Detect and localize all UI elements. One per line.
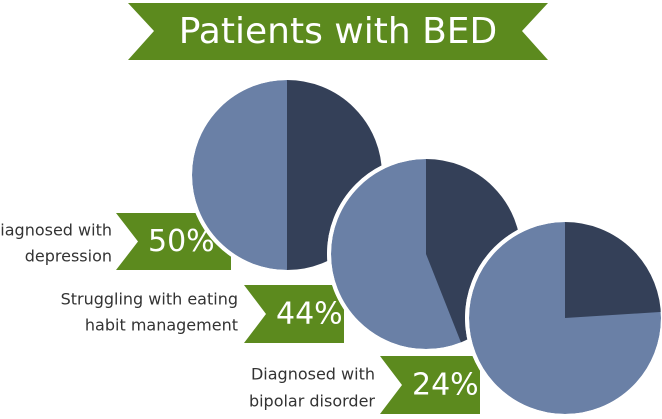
pie-label: bipolar disorder (249, 392, 375, 411)
pie-slice (565, 220, 662, 318)
pie-outline (465, 218, 662, 418)
title-banner (128, 3, 548, 60)
pie-label: habit management (85, 316, 238, 335)
pie-label: depression (25, 247, 112, 266)
title: Patients with BED (179, 11, 498, 52)
pie-label: Diagnosed with (0, 221, 112, 240)
pie-label: Diagnosed with (251, 365, 375, 384)
label-arrow (380, 356, 480, 414)
value-label: 44% (276, 297, 343, 332)
value-label: 24% (412, 368, 479, 403)
value-label: 50% (148, 224, 215, 259)
label-arrow (116, 213, 231, 270)
label-arrow (244, 285, 344, 343)
pie-label: Struggling with eating (61, 290, 238, 309)
